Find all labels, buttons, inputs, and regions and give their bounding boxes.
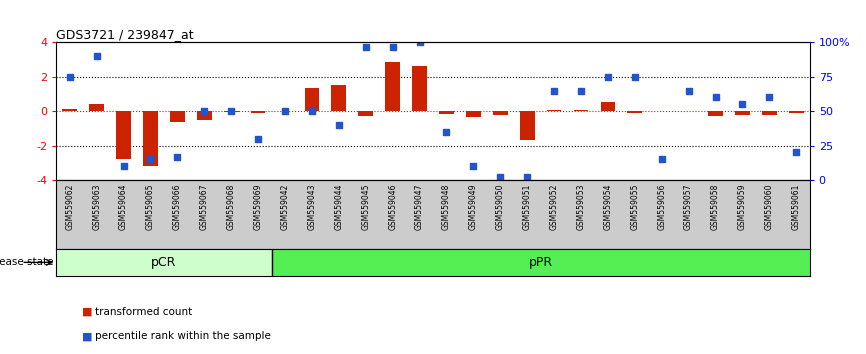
Text: transformed count: transformed count [95, 307, 192, 316]
Bar [89, 104, 104, 111]
Text: GSM559051: GSM559051 [523, 183, 532, 230]
Text: GSM559047: GSM559047 [415, 183, 424, 230]
Point [574, 88, 588, 93]
Bar [520, 111, 534, 141]
Point [412, 40, 426, 45]
Bar [546, 110, 561, 111]
Text: GSM559056: GSM559056 [657, 183, 666, 230]
Bar [359, 111, 373, 116]
Bar [493, 111, 507, 115]
Point [708, 95, 722, 100]
Point [682, 88, 695, 93]
Text: GSM559054: GSM559054 [604, 183, 612, 230]
Point [735, 102, 749, 107]
Point [628, 74, 642, 80]
Bar [708, 111, 723, 116]
Text: GSM559042: GSM559042 [281, 183, 289, 230]
Text: GSM559063: GSM559063 [92, 183, 101, 230]
Point [251, 136, 265, 142]
Point [278, 108, 292, 114]
Text: percentile rank within the sample: percentile rank within the sample [95, 331, 271, 341]
Text: GSM559060: GSM559060 [765, 183, 774, 230]
Text: GSM559065: GSM559065 [146, 183, 155, 230]
Text: GSM559066: GSM559066 [173, 183, 182, 230]
Point [359, 44, 372, 50]
Text: GSM559059: GSM559059 [738, 183, 747, 230]
Bar [305, 88, 320, 111]
Text: ■: ■ [82, 307, 93, 316]
Point [467, 163, 481, 169]
Bar [116, 111, 131, 159]
Text: GSM559044: GSM559044 [334, 183, 343, 230]
Point [224, 108, 238, 114]
Bar [143, 111, 158, 166]
Text: pCR: pCR [152, 256, 177, 269]
Bar [466, 111, 481, 117]
Text: GSM559053: GSM559053 [577, 183, 585, 230]
Bar [573, 110, 588, 111]
Text: ■: ■ [82, 331, 93, 341]
Bar [62, 109, 77, 111]
Point [440, 129, 454, 135]
Point [494, 174, 507, 180]
Bar [197, 111, 211, 120]
Text: GSM559050: GSM559050 [495, 183, 505, 230]
Text: GSM559043: GSM559043 [307, 183, 316, 230]
Point [655, 156, 669, 162]
Point [332, 122, 346, 128]
Text: disease state: disease state [0, 257, 54, 267]
Text: pPR: pPR [528, 256, 553, 269]
Point [305, 108, 319, 114]
Text: GSM559058: GSM559058 [711, 183, 720, 230]
Point [63, 74, 77, 80]
Bar [600, 102, 616, 111]
Point [547, 88, 561, 93]
Text: GSM559068: GSM559068 [227, 183, 236, 230]
Bar [735, 111, 750, 115]
Bar [332, 85, 346, 111]
Bar [412, 66, 427, 111]
Text: GSM559061: GSM559061 [792, 183, 801, 230]
Point [385, 44, 399, 50]
Point [144, 156, 158, 162]
Text: GSM559045: GSM559045 [361, 183, 371, 230]
Bar [762, 111, 777, 115]
Point [762, 95, 776, 100]
Text: GSM559049: GSM559049 [469, 183, 478, 230]
Text: GSM559052: GSM559052 [550, 183, 559, 230]
Text: GSM559057: GSM559057 [684, 183, 693, 230]
Point [117, 163, 131, 169]
Text: GSM559048: GSM559048 [442, 183, 451, 230]
Point [197, 108, 211, 114]
Bar [223, 111, 239, 112]
Text: GSM559067: GSM559067 [200, 183, 209, 230]
Bar [250, 111, 266, 113]
Text: GDS3721 / 239847_at: GDS3721 / 239847_at [56, 28, 194, 41]
Text: GSM559055: GSM559055 [630, 183, 639, 230]
Text: GSM559069: GSM559069 [254, 183, 262, 230]
Bar [170, 111, 184, 121]
Bar [627, 111, 643, 113]
Point [90, 53, 104, 59]
Point [789, 150, 803, 155]
Point [520, 174, 534, 180]
Point [601, 74, 615, 80]
Bar [439, 111, 454, 114]
Bar [385, 62, 400, 111]
Text: GSM559062: GSM559062 [65, 183, 74, 230]
Bar [789, 111, 804, 113]
Point [171, 154, 184, 159]
Text: GSM559064: GSM559064 [119, 183, 128, 230]
Text: GSM559046: GSM559046 [388, 183, 397, 230]
